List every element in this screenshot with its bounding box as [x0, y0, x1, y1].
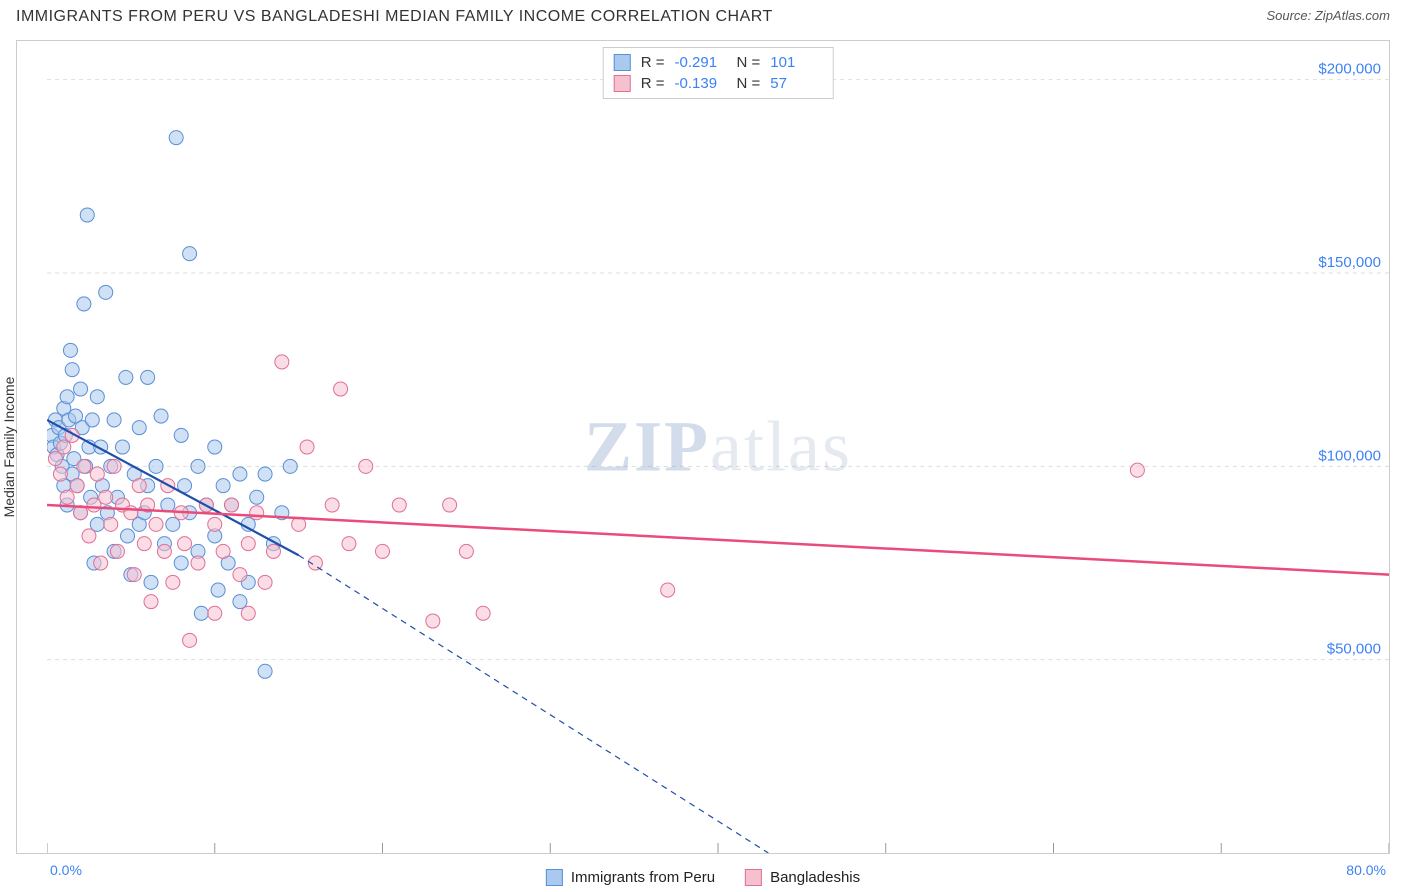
source-label: Source: ZipAtlas.com [1266, 8, 1390, 23]
x-axis-labels: 0.0% 80.0% [16, 862, 1390, 878]
stats-row-peru: R = -0.291 N = 101 [614, 52, 823, 73]
svg-text:$150,000: $150,000 [1318, 254, 1381, 271]
scatter-svg: $50,000 $100,000 $150,000 $200,000 [47, 41, 1389, 853]
stats-row-bangladeshi: R = -0.139 N = 57 [614, 73, 823, 94]
y-axis-label: Median Family Income [1, 377, 17, 518]
plot-area: $50,000$100,000$150,000$200,000 ZIPatlas… [47, 41, 1389, 853]
stats-legend: R = -0.291 N = 101 R = -0.139 N = 57 [603, 47, 834, 99]
chart-container: Median Family Income $50,000$100,000$150… [16, 40, 1390, 854]
svg-text:$100,000: $100,000 [1318, 447, 1381, 464]
x-max-label: 80.0% [1346, 862, 1386, 878]
swatch-peru [614, 54, 631, 71]
x-min-label: 0.0% [50, 862, 82, 878]
swatch-bangladeshi [614, 75, 631, 92]
svg-text:$50,000: $50,000 [1327, 641, 1381, 658]
chart-title: IMMIGRANTS FROM PERU VS BANGLADESHI MEDI… [16, 8, 773, 26]
svg-text:$200,000: $200,000 [1318, 61, 1381, 78]
